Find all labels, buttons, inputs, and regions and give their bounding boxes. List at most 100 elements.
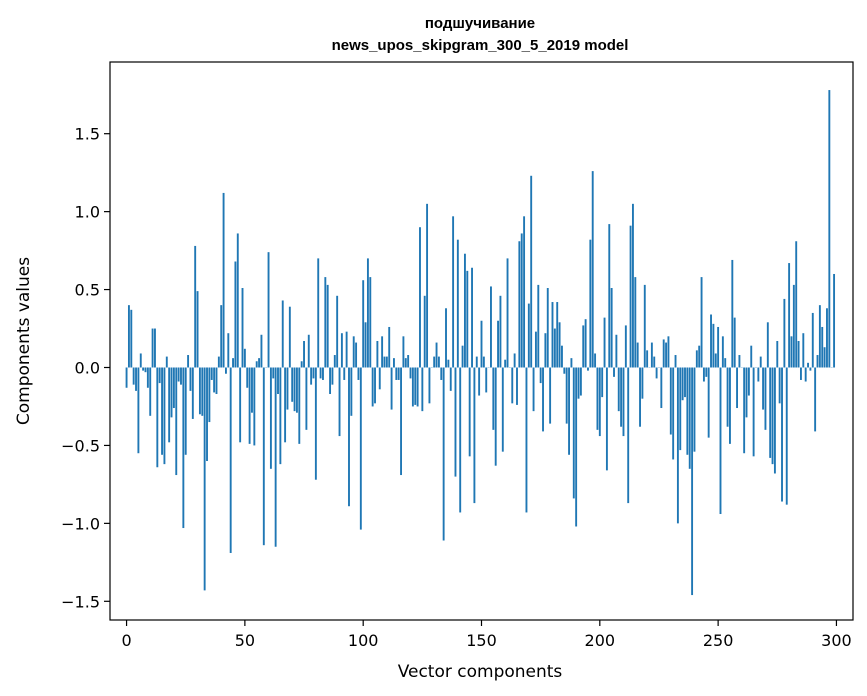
bar [350,367,353,416]
bar [220,305,223,368]
bar [348,367,350,507]
bar [631,203,634,368]
bar [419,227,421,368]
bar [201,367,204,416]
y-tick-label: −0.5 [61,436,100,455]
bar [390,367,393,410]
bar [546,288,549,368]
bar [232,358,234,368]
bar [146,367,149,388]
bar [463,253,466,368]
bar [551,302,554,368]
bar [582,325,585,368]
bar [750,345,753,368]
bar [248,367,251,444]
bar [239,367,242,443]
bar [440,367,443,380]
bar [165,356,168,368]
bar [433,356,436,368]
bar [177,367,180,382]
bar [591,171,594,368]
bar [307,334,310,368]
bar [243,348,246,368]
bar [814,367,817,432]
bar [714,353,717,368]
bar [416,367,419,407]
bar [340,333,343,368]
bars [125,90,836,596]
bar [234,261,237,368]
bar [738,355,741,368]
bar [272,367,275,379]
bar [442,367,445,541]
bar [494,367,497,466]
bar [778,367,781,404]
bar [480,320,483,368]
bar [577,367,580,399]
bar [466,270,469,368]
bar [428,367,431,404]
bar [414,367,417,405]
bar [615,334,618,368]
bar [766,322,769,368]
bar [818,305,821,368]
bar [215,367,218,394]
bar [338,367,341,437]
bar [605,367,608,471]
bar [672,367,675,460]
bar [743,367,746,454]
bar [700,277,703,368]
bar [764,367,767,430]
bar [331,367,334,385]
bar [762,367,765,410]
bar [196,291,199,368]
bar [532,367,535,412]
bar [139,353,142,368]
bar [807,362,809,368]
bar [151,328,154,368]
bar [284,367,287,443]
bar [411,367,414,407]
bar [482,356,485,368]
bar [156,367,159,468]
bar [461,345,464,368]
bar [241,288,244,368]
bar [783,298,786,368]
y-tick-label: 1.0 [75,203,100,222]
bar [295,367,298,413]
bar [385,356,388,368]
bar [695,350,698,368]
bar [688,367,691,469]
bar [142,367,145,371]
bar [561,345,563,368]
bar [246,367,249,388]
bar [601,367,604,398]
bar [542,367,544,432]
bar [804,367,807,382]
bar [393,358,395,368]
bar [643,284,646,368]
bar [608,224,611,368]
bar [213,367,216,393]
bar [402,336,405,368]
bar [686,367,689,455]
bar [319,367,322,379]
bar [421,367,424,412]
bar [636,342,639,368]
bar [572,367,575,499]
bar [357,367,360,380]
bar [343,367,346,380]
bar [371,367,374,407]
bar [305,367,308,430]
bar [475,356,478,368]
bar [539,367,542,384]
bar [620,367,623,427]
bar [603,317,606,368]
bar [293,367,296,412]
bar [298,367,301,444]
bar [639,367,641,427]
bar [518,241,521,368]
bar [769,367,772,458]
bar [217,356,220,368]
